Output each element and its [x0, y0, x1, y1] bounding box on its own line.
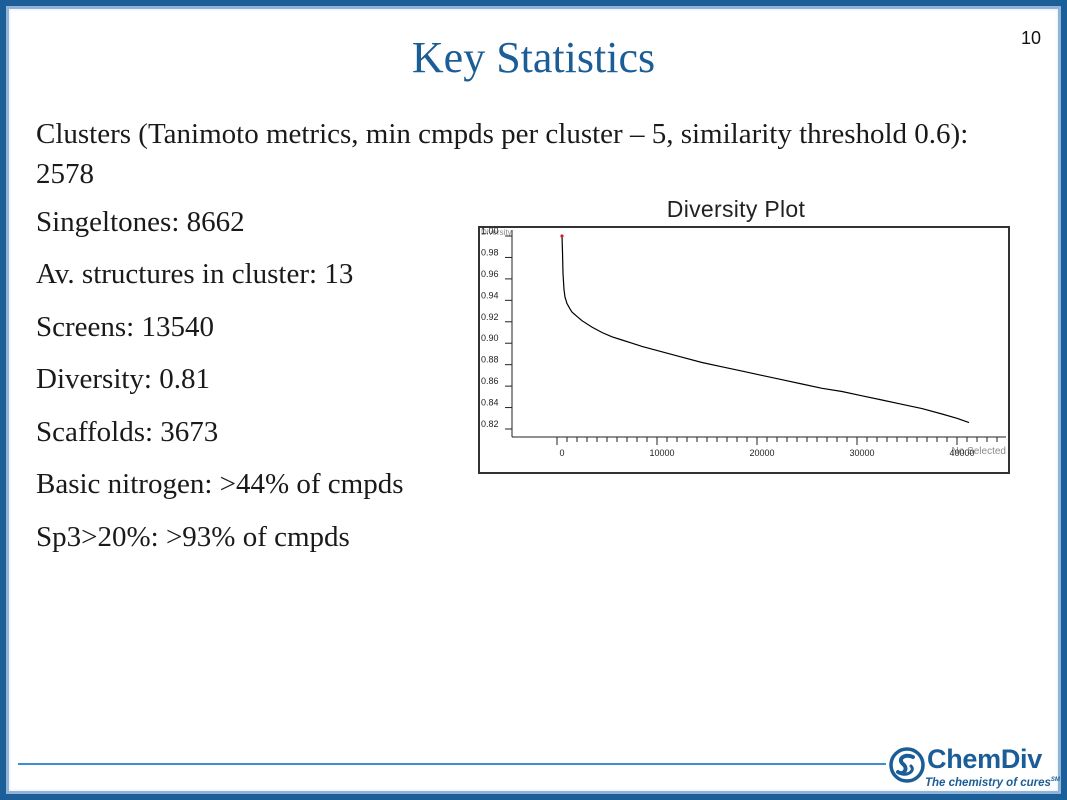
y-tick-label: 0.88	[481, 355, 499, 365]
status-text: No Selected	[952, 446, 1006, 457]
slide: 10 Key Statistics Clusters (Tanimoto met…	[6, 6, 1061, 794]
page-number: 10	[1020, 28, 1041, 48]
stat-scaffolds: Scaffolds: 3673	[36, 416, 219, 448]
chart-frame	[478, 226, 1010, 474]
service-mark: SM	[1050, 777, 1060, 784]
series-line	[561, 235, 970, 424]
y-tick-label: 0.96	[481, 269, 499, 279]
slide-title: Key Statistics	[411, 33, 656, 82]
chart-title: Diversity Plot	[666, 196, 806, 222]
y-tick-label: 0.90	[481, 333, 499, 343]
x-tick-label: 10000	[649, 448, 674, 458]
footer-rule	[18, 763, 886, 765]
chemdiv-logo: ChemDiv The chemistry of curesSM	[889, 744, 1060, 794]
stat-singletons: Singeltones: 8662	[36, 206, 245, 238]
y-tick-label: 0.82	[481, 419, 499, 429]
x-tick-label: 30000	[849, 448, 874, 458]
stat-diversity: Diversity: 0.81	[36, 363, 210, 395]
y-axis-label: Diversity	[481, 228, 512, 237]
logo-wordmark: ChemDiv	[927, 744, 1042, 774]
logo-tagline: The chemistry of curesSM	[925, 777, 1060, 789]
y-tick-label: 0.92	[481, 312, 499, 322]
x-tick-label: 40000	[949, 448, 974, 458]
y-tick-label: 0.94	[481, 290, 499, 300]
chart-canvas: Diversity No Selected 1.00 0.98 0.96 0.94 0.…	[478, 226, 1010, 474]
y-tick-label: 0.86	[481, 376, 499, 386]
y-tick-label: 0.84	[481, 398, 499, 408]
logo-tagline-text: The chemistry of cures	[925, 777, 1051, 789]
stat-basic-nitrogen: Basic nitrogen: >44% of cmpds	[36, 468, 404, 500]
stat-avg-structures: Av. structures in cluster: 13	[36, 258, 354, 290]
x-tick-label: 0	[559, 448, 564, 458]
logo-mark-icon	[889, 747, 925, 783]
x-tick-label: 20000	[749, 448, 774, 458]
y-tick-label: 0.98	[481, 247, 499, 257]
stat-clusters: Clusters (Tanimoto metrics, min cmpds pe…	[36, 118, 969, 190]
stat-sp3: Sp3>20%: >93% of cmpds	[36, 521, 350, 553]
diversity-plot: Diversity Plot Diversity No Selected 1.0…	[478, 194, 1012, 476]
stat-screens: Screens: 13540	[36, 311, 214, 343]
selected-marker	[560, 234, 564, 238]
y-tick-label: 1.00	[481, 226, 499, 236]
